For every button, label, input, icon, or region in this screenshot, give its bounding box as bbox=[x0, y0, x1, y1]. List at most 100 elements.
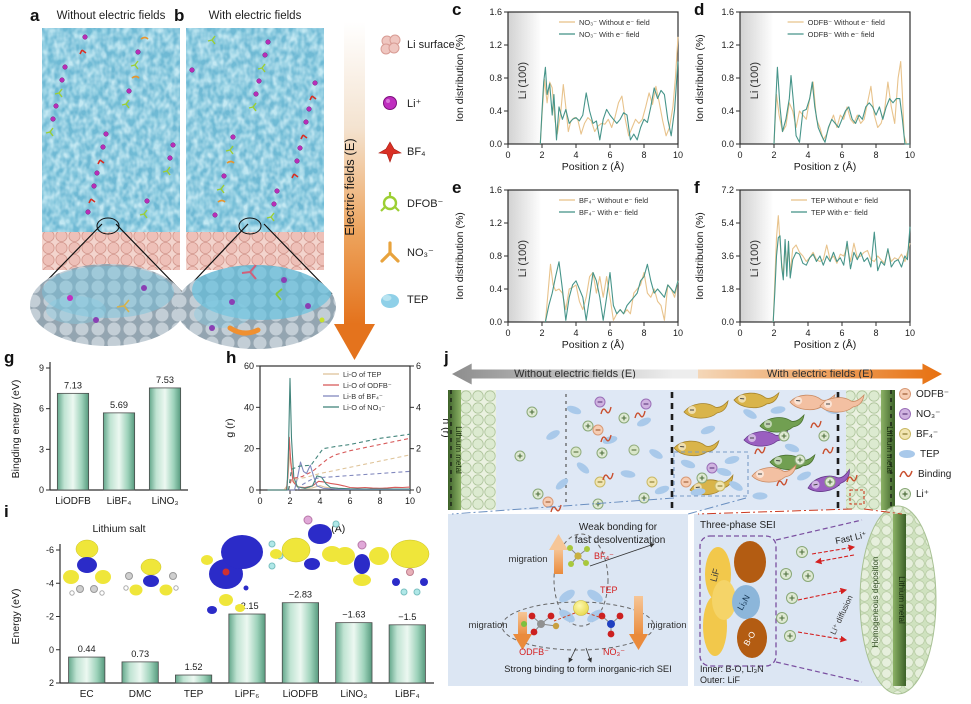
electric-field-arrow-label: Electric fields (E) bbox=[342, 138, 357, 236]
odfb-ion-icon bbox=[899, 388, 911, 400]
svg-text:LiBF₄: LiBF₄ bbox=[395, 689, 420, 700]
panel-label-g: g bbox=[4, 348, 15, 367]
jlegend-label: NO₃⁻ bbox=[916, 408, 941, 420]
svg-text:5.4: 5.4 bbox=[721, 218, 734, 228]
bf4-icon bbox=[378, 141, 402, 163]
legend-item-tep: TEP bbox=[378, 287, 428, 313]
tep-solvation bbox=[559, 589, 603, 623]
panel-label-e: e bbox=[452, 178, 462, 197]
legend-item-bf4: BF₄ bbox=[378, 139, 426, 165]
chart-odfb-distribution: Li (100) 0 2 4 6 8 10 0.0 0.4 0.8 1.2 1.6 ODFB⁻ With… bbox=[694, 7, 915, 173]
legend-label: NO₃⁻ bbox=[407, 246, 434, 259]
legend-label: Li surface bbox=[407, 39, 455, 51]
panel-label-a: a bbox=[30, 6, 40, 25]
jlegend-tep: TEP bbox=[898, 446, 939, 462]
panel-label-b: b bbox=[174, 6, 185, 25]
svg-text:4: 4 bbox=[573, 150, 578, 160]
sei-inner-label: Inner: B-O, Li₃N bbox=[700, 664, 764, 674]
orbital-inset-dmc bbox=[123, 558, 179, 596]
svg-text:40: 40 bbox=[244, 402, 254, 412]
svg-text:2: 2 bbox=[771, 328, 776, 338]
svg-text:0.0: 0.0 bbox=[489, 317, 502, 327]
svg-text:Position z (Å): Position z (Å) bbox=[794, 160, 856, 173]
no3-ion-icon bbox=[899, 408, 911, 420]
svg-text:Ion distribution (%): Ion distribution (%) bbox=[454, 212, 466, 300]
svg-text:6: 6 bbox=[839, 150, 844, 160]
sei-callout-box bbox=[849, 489, 865, 505]
svg-text:6: 6 bbox=[39, 404, 44, 414]
sei-lif-blob bbox=[703, 547, 736, 656]
svg-text:LiNO₃: LiNO₃ bbox=[152, 496, 179, 507]
svg-text:−2.83: −2.83 bbox=[289, 590, 312, 600]
svg-text:4: 4 bbox=[805, 328, 810, 338]
svg-text:1.6: 1.6 bbox=[489, 7, 502, 17]
orbital-inset-ec bbox=[63, 539, 111, 596]
svg-text:TEP With e⁻ field: TEP With e⁻ field bbox=[811, 208, 868, 217]
svg-text:TEP: TEP bbox=[184, 689, 204, 700]
orbital-inset-lipf6 bbox=[221, 535, 284, 570]
svg-text:10: 10 bbox=[905, 150, 915, 160]
sei-li3n-blob bbox=[732, 585, 760, 619]
svg-text:7.13: 7.13 bbox=[64, 380, 82, 390]
migration-right-label: migration bbox=[647, 620, 686, 631]
migration-top-label: migration bbox=[508, 554, 547, 565]
legend-label: DFOB⁻ bbox=[407, 197, 444, 210]
svg-text:1.6: 1.6 bbox=[721, 7, 734, 17]
weak-bonding-note-line2: fast desolventization bbox=[575, 535, 666, 546]
svg-text:-2: -2 bbox=[46, 612, 54, 622]
bf4-ion-icon bbox=[899, 428, 911, 440]
sei-bo-top-blob bbox=[734, 541, 766, 583]
svg-text:BF₄⁻ Without e⁻ field: BF₄⁻ Without e⁻ field bbox=[579, 196, 648, 205]
svg-text:ODFB⁻ With e⁻ field: ODFB⁻ With e⁻ field bbox=[808, 30, 875, 39]
svg-text:BF₄⁻ With e⁻ field: BF₄⁻ With e⁻ field bbox=[579, 208, 638, 217]
svg-text:3.6: 3.6 bbox=[721, 251, 734, 261]
svg-text:0: 0 bbox=[257, 496, 262, 506]
legend-label: Li⁺ bbox=[407, 97, 422, 110]
svg-text:1.6: 1.6 bbox=[489, 185, 502, 195]
legend-item-li-ion: Li⁺ bbox=[378, 90, 421, 116]
jlegend-li: Li⁺ bbox=[898, 486, 929, 502]
homogeneous-deposition-label: Homogeneous deposition bbox=[871, 557, 880, 648]
svg-text:−1.5: −1.5 bbox=[398, 612, 416, 622]
without-field-arrow-label: Without electric fields (E) bbox=[514, 368, 636, 380]
with-field-arrow-label: With electric fields (E) bbox=[766, 368, 874, 380]
svg-text:Li-O of TEP: Li-O of TEP bbox=[343, 370, 382, 379]
panel-label-d: d bbox=[694, 0, 705, 19]
solvent-ion-dots-a bbox=[45, 34, 176, 219]
md-snapshot-a bbox=[42, 28, 180, 270]
electric-field-arrow: Electric fields (E) bbox=[334, 22, 375, 360]
orbital-inset-lino3 bbox=[335, 540, 389, 586]
jlegend-no3: NO₃⁻ bbox=[898, 406, 940, 422]
strong-binding-note: Strong binding to form inorganic-rich SE… bbox=[504, 664, 671, 674]
weak-bonding-diagram: Weak bonding for fast desolventization m… bbox=[448, 514, 688, 686]
svg-text:Ion distribution (%): Ion distribution (%) bbox=[694, 34, 706, 122]
chart-no3-distribution: Li (100) 0 2 4 6 8 10 0.0 0.4 0.8 1.2 1.6 NO₃⁻ Witho… bbox=[454, 7, 683, 173]
svg-text:-6: -6 bbox=[46, 545, 54, 555]
svg-text:20: 20 bbox=[244, 444, 254, 454]
li-surface-icon bbox=[380, 34, 401, 55]
panel-b-title: With electric fields bbox=[208, 10, 302, 22]
legend-item-dfob: DFOB⁻ bbox=[378, 190, 443, 216]
svg-text:−2.15: −2.15 bbox=[235, 601, 258, 611]
svg-text:EC: EC bbox=[80, 689, 94, 700]
three-phase-sei-diagram: Lithium metal Homogeneous deposition Thr… bbox=[694, 505, 937, 695]
jlegend-odfb: ODFB⁻ bbox=[898, 386, 949, 402]
panel-a-title: Without electric fields bbox=[56, 10, 166, 22]
lif-label: LiF bbox=[709, 567, 723, 583]
svg-text:Li (100): Li (100) bbox=[749, 240, 761, 277]
no3-label: NO₃⁻ bbox=[603, 647, 625, 657]
svg-text:2: 2 bbox=[539, 328, 544, 338]
without-field-arrow: Without electric fields (E) bbox=[452, 363, 698, 385]
chart-bf4-distribution: Li (100) 0 2 4 6 8 10 0.0 0.4 0.8 1.2 1.6 BF₄⁻ Witho… bbox=[454, 185, 683, 351]
tep-label: TEP bbox=[600, 585, 618, 595]
svg-text:10: 10 bbox=[673, 150, 683, 160]
svg-text:LiODFB: LiODFB bbox=[55, 496, 91, 507]
svg-text:2: 2 bbox=[287, 496, 292, 506]
odfb-label: ODFB⁻ bbox=[519, 647, 549, 657]
svg-text:g (r): g (r) bbox=[224, 418, 236, 437]
svg-text:0.4: 0.4 bbox=[721, 106, 734, 116]
sei-outer-label: Outer: LiF bbox=[700, 675, 741, 685]
svg-text:1.8: 1.8 bbox=[721, 284, 734, 294]
svg-text:6: 6 bbox=[607, 150, 612, 160]
